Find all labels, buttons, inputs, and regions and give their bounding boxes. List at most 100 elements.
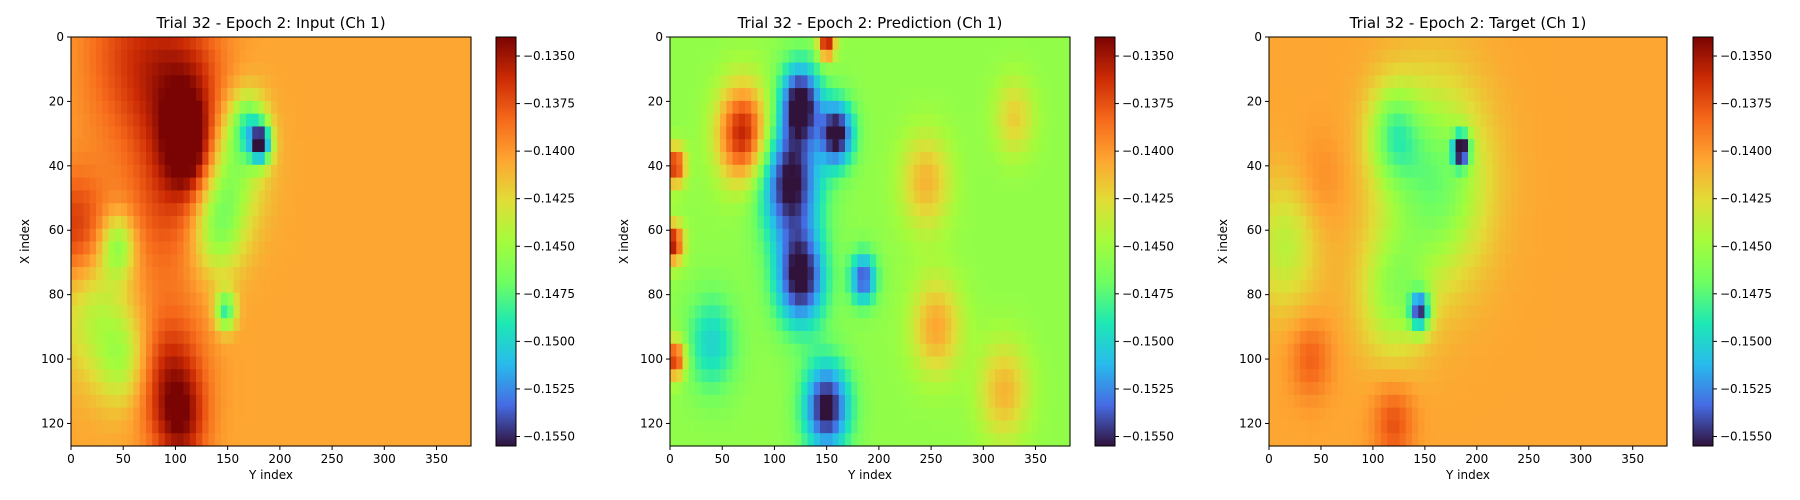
heatmap-cell [1026, 330, 1034, 345]
heatmap-cell [782, 292, 790, 307]
heatmap-cell [888, 420, 896, 434]
heatmap-cell [327, 126, 335, 140]
heatmap-cell [183, 139, 191, 153]
heatmap-cell [1380, 49, 1388, 64]
heatmap-cell [1324, 75, 1332, 89]
heatmap-cell [676, 420, 684, 434]
heatmap-cell [776, 49, 784, 64]
heatmap-cell [408, 318, 416, 332]
heatmap-cell [670, 305, 677, 319]
heatmap-cell [121, 254, 128, 268]
heatmap-cell [433, 139, 441, 153]
heatmap-cell [1598, 100, 1606, 115]
heatmap-cell [1480, 177, 1488, 191]
heatmap-cell [383, 433, 391, 447]
heatmap-cell [1648, 62, 1656, 76]
heatmap-cell [907, 139, 915, 153]
heatmap-cell [920, 75, 927, 89]
heatmap-cell [171, 190, 178, 204]
heatmap-cell [183, 113, 191, 128]
heatmap-cell [807, 113, 815, 128]
panel-target: Trial 32 - Epoch 2: Target (Ch 1) Y inde… [1216, 14, 1772, 482]
heatmap-cell [308, 62, 316, 76]
heatmap-cell [776, 407, 784, 422]
heatmap-cell [371, 254, 378, 268]
heatmap-cell [371, 394, 378, 409]
heatmap-cell [333, 75, 341, 89]
heatmap-cell [433, 228, 441, 243]
heatmap-cell [820, 369, 827, 383]
heatmap-cell [271, 139, 278, 153]
heatmap-cell [364, 100, 372, 115]
heatmap-cell [333, 164, 341, 179]
heatmap-cell [302, 75, 310, 89]
heatmap-cell [870, 254, 877, 268]
heatmap-cell [1001, 190, 1009, 204]
heatmap-cell [1517, 88, 1525, 102]
heatmap-cell [1586, 100, 1593, 115]
heatmap-cell [377, 75, 385, 89]
heatmap-cell [202, 37, 210, 51]
heatmap-cell [732, 190, 740, 204]
heatmap-cell [1523, 100, 1531, 115]
heatmap-cell [277, 126, 285, 140]
heatmap-cell [932, 139, 940, 153]
heatmap-cell [988, 215, 996, 230]
heatmap-cell [938, 139, 946, 153]
heatmap-cell [71, 318, 78, 332]
heatmap-cell [283, 164, 291, 179]
heatmap-cell [164, 152, 172, 166]
heatmap-cell [177, 215, 185, 230]
heatmap-cell [1436, 152, 1444, 166]
heatmap-cell [183, 62, 191, 76]
heatmap-cell [346, 279, 353, 294]
heatmap-cell [795, 88, 802, 102]
heatmap-cell [371, 279, 378, 294]
heatmap-cell [89, 37, 97, 51]
heatmap-cell [1038, 100, 1046, 115]
heatmap-cell [1542, 37, 1550, 51]
heatmap-cell [1032, 215, 1040, 230]
heatmap-cell [788, 203, 796, 217]
heatmap-cell [676, 318, 684, 332]
heatmap-cell [371, 215, 378, 230]
heatmap-cell [957, 433, 965, 447]
heatmap-cell [1586, 177, 1593, 191]
heatmap-cell [888, 190, 896, 204]
heatmap-cell [1269, 190, 1276, 204]
heatmap-cell [464, 267, 472, 281]
heatmap-cell [763, 369, 771, 383]
heatmap-cell [1573, 100, 1581, 115]
heatmap-cell [364, 279, 372, 294]
heatmap-cell [1517, 37, 1525, 51]
heatmap-cell [895, 356, 902, 370]
heatmap-cell [1281, 88, 1289, 102]
heatmap-cell [289, 407, 297, 422]
heatmap-cell [763, 254, 771, 268]
heatmap-cell [102, 88, 110, 102]
heatmap-cell [202, 254, 210, 268]
heatmap-cell [327, 382, 335, 396]
heatmap-cell [770, 267, 777, 281]
heatmap-cell [121, 343, 128, 358]
heatmap-cell [1573, 75, 1581, 89]
heatmap-cell [371, 139, 378, 153]
heatmap-cell [239, 305, 247, 319]
heatmap-cell [863, 241, 871, 255]
heatmap-cell [433, 433, 441, 447]
heatmap-cell [1461, 164, 1469, 179]
heatmap-cell [976, 177, 984, 191]
colorbar-tick-label: −0.1450 [1122, 239, 1174, 253]
heatmap-cell [882, 75, 890, 89]
heatmap-cell [127, 267, 135, 281]
heatmap-cell [1542, 177, 1550, 191]
heatmap-cell [77, 356, 85, 370]
heatmap-cell [1449, 100, 1457, 115]
heatmap-cell [96, 318, 103, 332]
heatmap-cell [114, 126, 122, 140]
heatmap-cell [976, 356, 984, 370]
heatmap-cell [1020, 62, 1027, 76]
heatmap-cell [976, 126, 984, 140]
heatmap-cell [801, 241, 809, 255]
heatmap-cell [464, 305, 472, 319]
